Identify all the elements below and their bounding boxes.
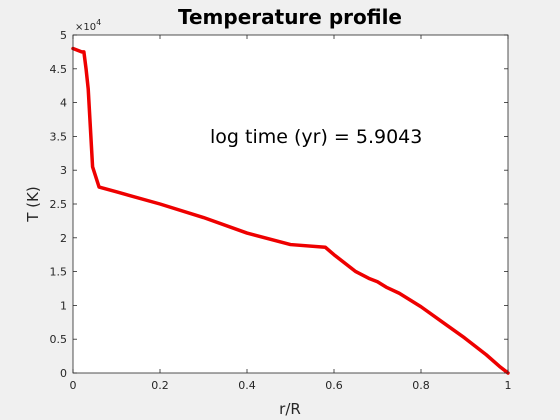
y-tick-label: 2 xyxy=(60,232,67,245)
x-tick-label: 0 xyxy=(70,379,77,392)
x-tick-label: 0.4 xyxy=(238,379,256,392)
y-tick-label: 2.5 xyxy=(50,198,68,211)
y-axis-label: T (K) xyxy=(24,186,42,222)
y-tick-label: 4 xyxy=(60,97,67,110)
x-tick-label: 0.2 xyxy=(151,379,169,392)
y-tick-label: 3.5 xyxy=(50,130,68,143)
y-tick-label: 5 xyxy=(60,29,67,42)
y-axis-exponent: ×104 xyxy=(75,18,101,33)
chart-title: Temperature profile xyxy=(178,5,402,29)
y-tick-label: 3 xyxy=(60,164,67,177)
y-tick-label: 1 xyxy=(60,299,67,312)
x-tick-label: 0.6 xyxy=(325,379,343,392)
y-tick-label: 0 xyxy=(60,367,67,380)
x-axis-label: r/R xyxy=(279,400,301,418)
plot-box xyxy=(72,34,509,374)
x-tick-label: 1 xyxy=(505,379,512,392)
x-tick-label: 0.8 xyxy=(412,379,430,392)
y-tick-label: 4.5 xyxy=(50,63,68,76)
temperature-line xyxy=(71,46,510,375)
y-tick-label: 1.5 xyxy=(50,266,68,279)
log-time-annotation: log time (yr) = 5.9043 xyxy=(210,126,422,148)
y-tick-label: 0.5 xyxy=(50,333,68,346)
